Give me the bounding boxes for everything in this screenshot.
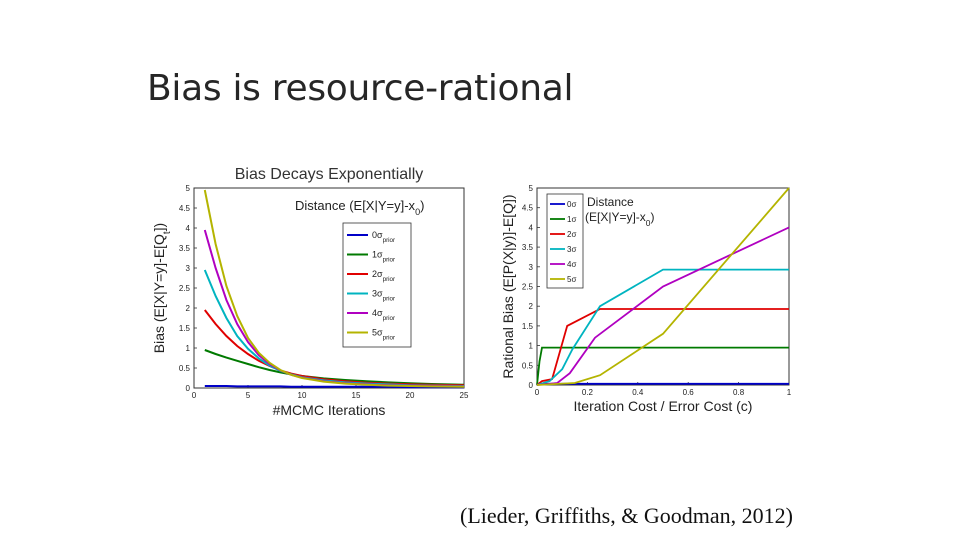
right-legend-label: 4σ (567, 260, 576, 269)
slide-title: Bias is resource-rational (147, 68, 574, 109)
right-y-tick-label: 4 (529, 223, 534, 232)
left-x-tick-label: 25 (460, 391, 469, 400)
right-legend-label: 0σ (567, 200, 576, 209)
left-y-tick-label: 2.5 (179, 284, 191, 293)
right-y-tick-label: 2 (529, 302, 534, 311)
right-y-tick-label: 1 (529, 342, 534, 351)
left-y-tick-label: 1.5 (179, 324, 191, 333)
right-x-tick-label: 0.2 (582, 388, 594, 397)
right-series-line-2sigma (536, 308, 789, 386)
left-y-tick-label: 2 (186, 304, 191, 313)
right-y-tick-label: 0 (529, 381, 534, 390)
right-series-line-5sigma (536, 187, 790, 386)
left-y-tick-label: 5 (186, 184, 191, 193)
legend-label: 2σprior (372, 269, 395, 283)
right-y-tick-label: 5 (529, 184, 534, 193)
right-x-tick-label: 0.8 (733, 388, 745, 397)
right-x-tick-label: 0.4 (632, 388, 644, 397)
y-axis-label: Bias (E[X|Y=y]-E[Qt]) (151, 223, 173, 353)
rational-bias-chart: 0 0.2 0.4 0.6 0.8 1 0 0.5 1 1.5 2 2.5 3 3.5 4 4.5 5 Itera… (500, 184, 792, 414)
left-y-tick-label: 3 (186, 264, 191, 273)
left-x-tick-label: 0 (192, 391, 197, 400)
right-series-line-3sigma (536, 268, 789, 386)
right-x-tick-label: 1 (787, 388, 792, 397)
right-y-tick-label: 2.5 (522, 283, 534, 292)
right-legend-box (546, 193, 584, 289)
left-y-tick-label: 4 (186, 224, 191, 233)
right-y-tick-label: 4.5 (522, 204, 534, 213)
right-legend-label: 3σ (567, 245, 576, 254)
legend-label: 0σprior (372, 230, 395, 244)
left-x-tick-label: 10 (298, 391, 307, 400)
legend-box (342, 222, 412, 348)
right-x-tick-label: 0.6 (683, 388, 695, 397)
right-y-axis-label: Rational Bias (E[P(X|y)]-E[Q]) (500, 194, 516, 378)
right-x-axis-label: Iteration Cost / Error Cost (c) (574, 398, 753, 414)
right-series-line-1sigma (536, 346, 789, 386)
left-x-tick-label: 5 (246, 391, 251, 400)
series-line-0sigma (204, 385, 464, 389)
right-legend-title-line2: (E[X|Y=y]-x0) (585, 210, 654, 228)
left-y-tick-label: 3.5 (179, 244, 191, 253)
left-y-tick-label: 0.5 (179, 364, 191, 373)
right-y-tick-label: 0.5 (522, 361, 534, 370)
chart-title: Bias Decays Exponentially (235, 166, 424, 183)
right-y-tick-label: 3.5 (522, 243, 534, 252)
citation: (Lieder, Griffiths, & Goodman, 2012) (460, 503, 793, 528)
legend-label: 5σprior (372, 328, 395, 342)
left-y-tick-label: 1 (186, 344, 191, 353)
right-legend-label: 2σ (567, 230, 576, 239)
left-x-tick-label: 20 (406, 391, 415, 400)
legend-title: Distance (E[X|Y=y]-x0) (295, 198, 424, 217)
right-y-tick-label: 1.5 (522, 322, 534, 331)
left-y-tick-label: 4.5 (179, 204, 191, 213)
legend-label: 3σprior (372, 289, 395, 303)
left-plot-area (193, 187, 465, 389)
x-axis-label: #MCMC Iterations (273, 402, 386, 418)
legend-label: 4σprior (372, 308, 395, 322)
right-legend-label: 5σ (567, 275, 576, 284)
right-legend-title: Distance (587, 195, 634, 209)
right-y-tick-label: 3 (529, 263, 534, 272)
left-y-tick-label: 0 (186, 384, 191, 393)
right-legend-label: 1σ (567, 215, 576, 224)
right-x-tick-label: 0 (535, 388, 540, 397)
series-line-5sigma (203, 189, 465, 388)
left-x-tick-label: 15 (352, 391, 361, 400)
legend-label: 1σprior (372, 250, 395, 264)
